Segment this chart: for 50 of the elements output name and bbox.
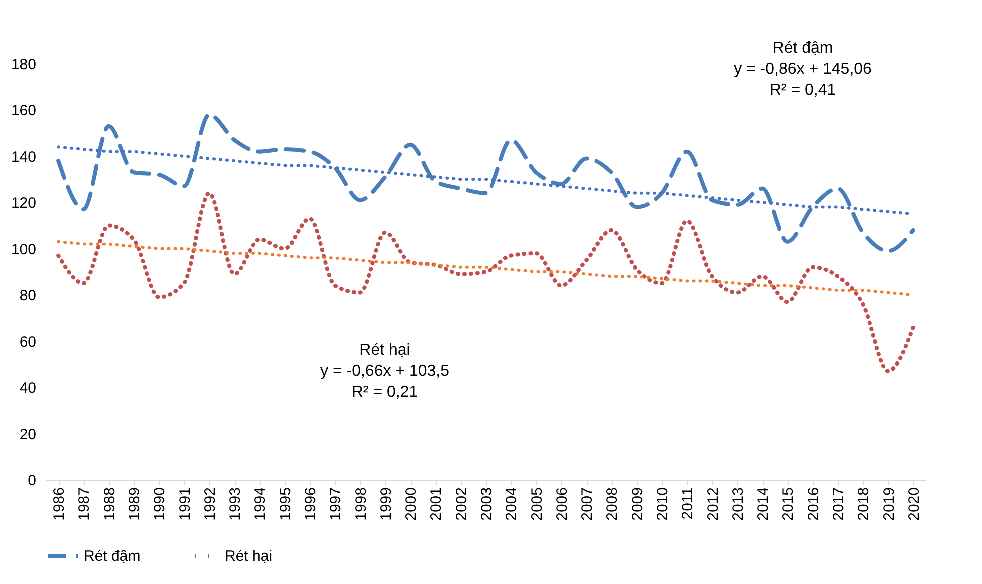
x-tick-label: 2007 <box>579 488 596 521</box>
x-tick-label: 1989 <box>126 488 144 521</box>
x-tick-label: 2001 <box>428 488 446 521</box>
y-tick-label: 40 <box>20 380 36 398</box>
y-tick-label: 60 <box>20 334 36 351</box>
x-tick-label: 1987 <box>76 488 94 521</box>
x-tick-label: 1994 <box>252 488 270 521</box>
x-tick-label: 1992 <box>202 488 219 521</box>
legend-label: Rét hại <box>225 548 273 565</box>
y-tick-label: 180 <box>11 56 36 74</box>
x-tick-label: 2020 <box>906 488 923 521</box>
x-tick-label: 1990 <box>152 488 169 521</box>
x-tick-label: 2017 <box>830 488 848 521</box>
x-tick-label: 2014 <box>755 488 772 521</box>
x-tick-label: 2019 <box>880 488 898 521</box>
line-series <box>56 112 916 254</box>
x-tick-label: 2015 <box>780 488 798 521</box>
x-tick-label: 2006 <box>554 488 571 521</box>
y-tick-label: 80 <box>20 288 36 305</box>
y-tick-label: 100 <box>11 241 36 258</box>
x-tick-label: 2013 <box>730 488 747 521</box>
annotation: Rét hại y = -0,66x + 103,5 R² = 0,21 <box>320 342 450 401</box>
x-tick-label: 2002 <box>453 488 470 521</box>
x-tick-label: 1988 <box>101 488 118 521</box>
x-tick-label: 1996 <box>302 488 320 521</box>
x-tick-label: 1999 <box>378 488 395 521</box>
y-tick-label: 120 <box>11 195 36 212</box>
x-tick-label: 2018 <box>856 488 873 521</box>
x-tick-label: 2003 <box>478 488 496 521</box>
y-tick-label: 20 <box>20 426 36 444</box>
legend-label: Rét đậm <box>84 548 141 565</box>
x-tick-label: 1993 <box>227 488 244 521</box>
y-tick-label: 0 <box>28 472 36 490</box>
y-tick-label: 140 <box>11 148 36 166</box>
x-tick-label: 2009 <box>629 488 646 521</box>
x-tick-label: 1986 <box>51 488 68 521</box>
annotation: Rét đậm y = -0,86x + 145,06 R² = 0,41 <box>734 40 872 99</box>
x-tick-label: 1997 <box>328 488 345 521</box>
x-tick-label: 2011 <box>680 488 697 520</box>
x-tick-label: 2000 <box>403 488 420 521</box>
y-tick-label: 160 <box>11 102 36 120</box>
x-tick-label: 2012 <box>704 488 722 521</box>
x-tick-label: 1995 <box>277 488 294 521</box>
x-tick-label: 2010 <box>654 488 672 521</box>
x-tick-label: 2016 <box>805 488 822 521</box>
x-tick-label: 1991 <box>176 488 194 521</box>
x-tick-label: 2004 <box>504 488 521 521</box>
x-tick-label: 1998 <box>352 488 370 521</box>
x-tick-label: 2008 <box>604 488 622 521</box>
x-tick-label: 2005 <box>528 488 546 521</box>
